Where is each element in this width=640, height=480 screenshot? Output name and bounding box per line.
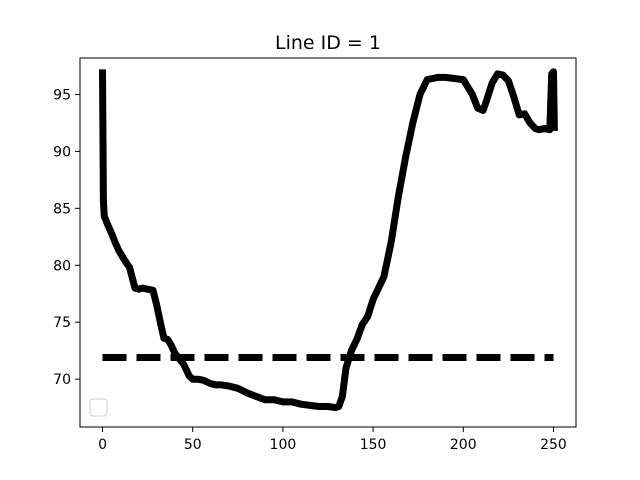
plot-lines xyxy=(99,68,558,412)
y-tick-label: 90 xyxy=(53,144,71,160)
x-tick-label: 100 xyxy=(270,437,297,453)
y-tick-label: 70 xyxy=(53,372,71,388)
y-tick-label: 75 xyxy=(53,315,71,331)
y-tick-label: 85 xyxy=(53,201,71,217)
x-tick-label: 250 xyxy=(540,437,567,453)
x-tick-label: 200 xyxy=(450,437,477,453)
data-line xyxy=(99,68,558,412)
x-tick-label: 0 xyxy=(98,437,107,453)
chart-title: Line ID = 1 xyxy=(275,32,381,54)
y-tick-label: 95 xyxy=(53,87,71,103)
plot-frame xyxy=(79,57,577,428)
y-axis: 70 75 80 85 90 95 xyxy=(53,87,80,388)
x-tick-label: 150 xyxy=(360,437,387,453)
legend-box xyxy=(89,398,108,417)
x-axis: 0 50 100 150 200 250 xyxy=(98,427,567,453)
x-tick-label: 50 xyxy=(184,437,202,453)
y-tick-label: 80 xyxy=(53,258,71,274)
